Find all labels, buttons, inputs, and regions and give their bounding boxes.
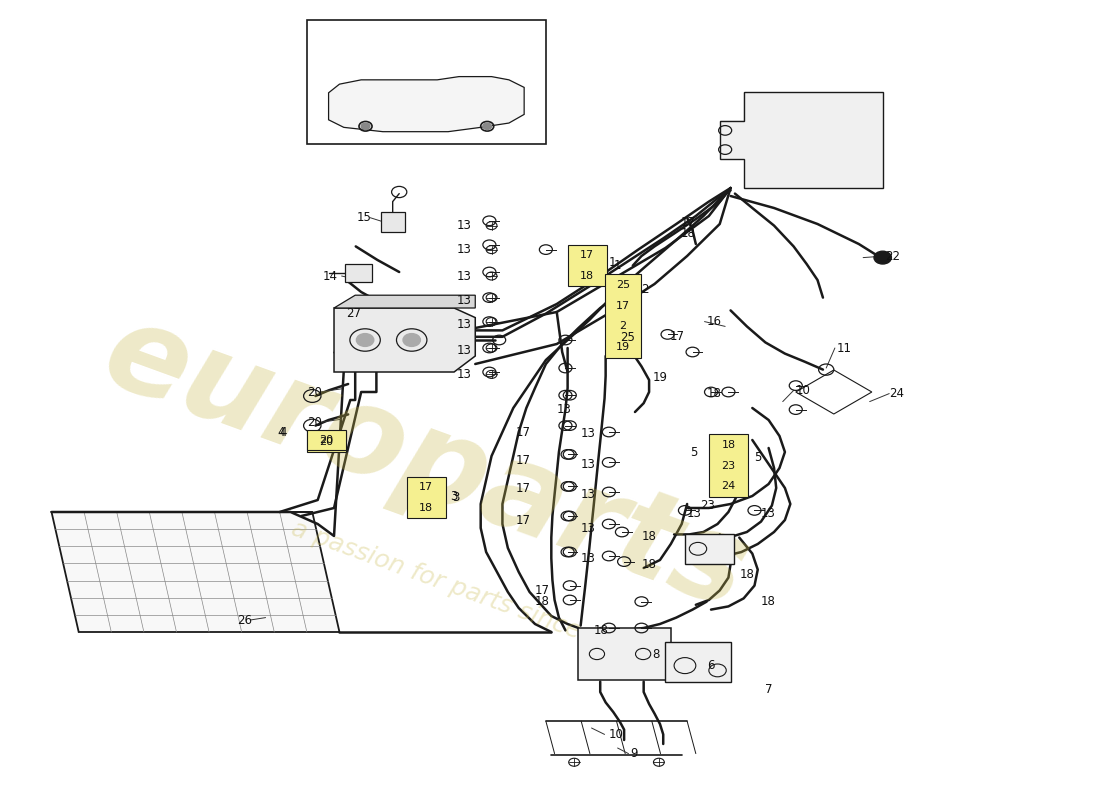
Text: 13: 13 — [581, 552, 595, 565]
Text: 20: 20 — [307, 416, 322, 429]
Text: 13: 13 — [456, 219, 472, 232]
Bar — [407, 477, 446, 518]
Bar — [381, 212, 405, 232]
Text: 4: 4 — [277, 426, 285, 438]
Bar — [307, 431, 346, 452]
Text: 1: 1 — [613, 259, 620, 272]
Text: 23: 23 — [722, 461, 736, 470]
Text: 14: 14 — [322, 270, 338, 282]
Text: 4: 4 — [279, 426, 287, 438]
Text: 17: 17 — [535, 584, 550, 597]
Bar — [666, 642, 730, 682]
Text: 18: 18 — [722, 440, 736, 450]
Polygon shape — [334, 308, 475, 372]
Bar — [345, 264, 372, 282]
Text: 17: 17 — [681, 216, 695, 229]
Text: 13: 13 — [456, 243, 472, 256]
Text: 13: 13 — [581, 427, 595, 440]
Polygon shape — [329, 77, 525, 132]
Text: 8: 8 — [652, 648, 660, 661]
Text: 18: 18 — [419, 503, 433, 513]
Text: 13: 13 — [557, 403, 572, 416]
Text: 13: 13 — [581, 522, 595, 534]
Circle shape — [361, 123, 370, 130]
Text: 13: 13 — [581, 488, 595, 501]
Circle shape — [356, 334, 374, 346]
Text: 5: 5 — [755, 451, 762, 464]
Text: 11: 11 — [837, 342, 852, 354]
Text: 2: 2 — [641, 283, 649, 296]
Text: 26: 26 — [238, 614, 253, 626]
Text: 25: 25 — [616, 280, 630, 290]
Bar — [579, 628, 671, 680]
Bar — [568, 245, 607, 286]
Text: 18: 18 — [706, 387, 722, 400]
Text: 20: 20 — [319, 435, 333, 445]
Text: 17: 17 — [516, 482, 530, 494]
Text: 20: 20 — [307, 386, 322, 398]
Bar — [307, 20, 546, 144]
Text: 3: 3 — [450, 490, 458, 502]
Text: 18: 18 — [761, 595, 776, 608]
Text: 18: 18 — [681, 227, 695, 240]
Text: 19: 19 — [652, 371, 668, 384]
Text: 1: 1 — [609, 256, 616, 269]
Text: 17: 17 — [516, 454, 530, 466]
Text: 5: 5 — [691, 446, 698, 458]
Circle shape — [403, 334, 420, 346]
Polygon shape — [719, 92, 882, 188]
Text: 13: 13 — [456, 294, 472, 306]
Polygon shape — [52, 512, 340, 632]
Text: 13: 13 — [581, 458, 595, 470]
Bar — [605, 274, 641, 358]
Text: 17: 17 — [616, 301, 630, 310]
Text: 24: 24 — [889, 387, 904, 400]
Text: 17: 17 — [670, 330, 684, 342]
Text: 17: 17 — [516, 426, 530, 438]
Text: 15: 15 — [358, 211, 372, 224]
Text: 22: 22 — [884, 250, 900, 262]
Text: 6: 6 — [706, 659, 714, 672]
Circle shape — [483, 123, 492, 130]
Bar — [307, 430, 346, 450]
Text: 17: 17 — [580, 250, 594, 260]
Text: 24: 24 — [722, 482, 736, 491]
Text: 18: 18 — [641, 530, 657, 542]
Text: 13: 13 — [688, 507, 702, 520]
Text: 13: 13 — [456, 318, 472, 330]
Text: 13: 13 — [456, 368, 472, 381]
Text: 20: 20 — [319, 437, 333, 446]
Text: 18: 18 — [641, 558, 657, 570]
Text: a passion for parts since 1985: a passion for parts since 1985 — [288, 516, 651, 668]
Text: 23: 23 — [701, 499, 715, 512]
Text: 3: 3 — [452, 491, 460, 504]
Text: 19: 19 — [616, 342, 630, 352]
Text: 18: 18 — [580, 271, 594, 281]
Text: 18: 18 — [594, 624, 608, 637]
Text: 17: 17 — [516, 514, 530, 526]
Text: 2: 2 — [619, 322, 627, 331]
Bar — [685, 534, 734, 564]
Text: 13: 13 — [761, 507, 776, 520]
Circle shape — [874, 251, 891, 264]
Text: 10: 10 — [795, 384, 811, 397]
Text: 13: 13 — [456, 270, 472, 282]
Text: 17: 17 — [419, 482, 433, 492]
Text: 25: 25 — [619, 331, 635, 344]
Text: 27: 27 — [346, 307, 361, 320]
Polygon shape — [334, 295, 475, 308]
Text: 10: 10 — [609, 728, 624, 741]
Text: europarts: europarts — [89, 294, 763, 634]
Bar — [708, 434, 748, 497]
Text: 18: 18 — [739, 568, 755, 581]
Text: 7: 7 — [766, 683, 773, 696]
Text: 13: 13 — [456, 344, 472, 357]
Text: 16: 16 — [706, 315, 722, 328]
Text: 18: 18 — [535, 595, 550, 608]
Text: 9: 9 — [630, 747, 638, 760]
